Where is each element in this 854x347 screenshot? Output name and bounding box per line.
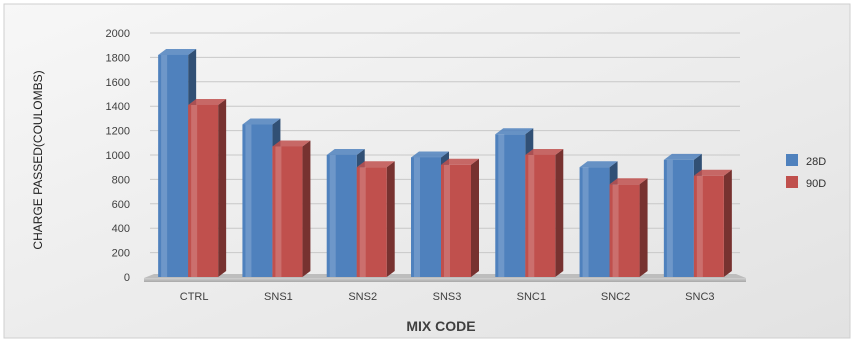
- bar-highlight: [498, 134, 505, 277]
- x-tick-label: SNS1: [264, 291, 293, 303]
- bar-top: [272, 140, 311, 147]
- bar-highlight: [191, 104, 198, 277]
- bar-top: [158, 48, 197, 55]
- y-tick-label: 400: [112, 223, 130, 235]
- bar-front: [326, 155, 357, 277]
- bar-highlight: [528, 155, 535, 277]
- bar-top: [579, 161, 618, 168]
- bar-front: [609, 184, 640, 277]
- bars: [158, 48, 732, 278]
- y-tick-label: 1800: [106, 52, 130, 64]
- bar-side: [471, 158, 479, 277]
- x-axis-ticks: CTRL SNS1 SNS2 SNS3 SNC1 SNC2 SNC3: [180, 291, 715, 303]
- bar-front: [441, 164, 471, 277]
- y-axis-ticks: 0 200 400 600 800 1000 1200 1400 1600 1800 2000: [106, 28, 130, 284]
- bar-front: [495, 134, 526, 277]
- legend-label: 90D: [806, 178, 826, 190]
- bar-top: [411, 151, 449, 158]
- bar-front: [579, 167, 610, 277]
- x-tick-label: SNC1: [517, 291, 546, 303]
- bar-side: [639, 178, 648, 277]
- bar-top: [663, 153, 702, 160]
- x-tick-label: CTRL: [180, 291, 209, 303]
- bar-side: [218, 98, 227, 277]
- bar-highlight: [359, 167, 366, 277]
- bar-top: [495, 128, 534, 135]
- x-tick-label: SNS3: [433, 291, 462, 303]
- bar-side: [386, 161, 395, 277]
- legend-swatch: [786, 154, 798, 166]
- bar-highlight: [245, 124, 252, 277]
- bar-90D-SNS3: [441, 158, 479, 277]
- bar-top: [188, 98, 227, 105]
- y-tick-label: 1000: [106, 150, 130, 162]
- bar-90D-CTRL: [188, 98, 227, 277]
- bar-top: [693, 169, 732, 176]
- bar-90D-SNC1: [525, 149, 564, 277]
- bar-front: [356, 167, 387, 277]
- bar-front: [188, 104, 219, 277]
- bar-90D-SNC3: [693, 169, 732, 277]
- y-tick-label: 1200: [106, 126, 130, 138]
- bar-highlight: [444, 164, 450, 277]
- bar-front: [158, 54, 189, 278]
- bar-highlight: [696, 175, 703, 277]
- y-tick-label: 1600: [106, 77, 130, 89]
- bar-90D-SNC2: [609, 178, 648, 277]
- bar-side: [302, 140, 311, 277]
- y-tick-label: 800: [112, 174, 130, 186]
- y-tick-label: 1400: [106, 101, 130, 113]
- floor-front: [144, 278, 746, 282]
- bar-side: [555, 149, 564, 277]
- y-tick-label: 600: [112, 199, 130, 211]
- bar-front: [525, 155, 556, 277]
- bar-highlight: [666, 159, 673, 277]
- bar-front: [663, 159, 694, 277]
- bar-top: [326, 149, 365, 155]
- y-tick-label: 200: [112, 248, 130, 260]
- bar-highlight: [414, 157, 420, 277]
- legend-swatch: [786, 176, 798, 188]
- bar-top: [441, 158, 479, 165]
- bar-top: [242, 118, 281, 125]
- x-tick-label: SNC2: [601, 291, 630, 303]
- bar-front: [411, 157, 441, 277]
- bar-front: [272, 146, 303, 277]
- bar-front: [242, 124, 273, 277]
- bar-top: [525, 149, 564, 155]
- x-tick-label: SNS2: [348, 291, 377, 303]
- legend: 28D 90D: [786, 154, 826, 190]
- bar-highlight: [582, 167, 589, 277]
- y-tick-label: 0: [124, 272, 130, 284]
- bar-90D-SNS1: [272, 140, 311, 277]
- bar-top: [609, 178, 648, 185]
- bar-90D-SNS2: [356, 161, 395, 277]
- y-tick-label: 2000: [106, 28, 130, 40]
- bar-highlight: [161, 54, 168, 278]
- bar-highlight: [329, 155, 336, 277]
- bar-front: [693, 175, 724, 277]
- legend-label: 28D: [806, 156, 826, 168]
- y-axis-title: CHARGE PASSED(COULOMBS): [31, 70, 45, 249]
- bar-highlight: [612, 184, 619, 277]
- bar-highlight: [275, 146, 282, 277]
- x-axis-title: MIX CODE: [406, 318, 475, 334]
- bar-side: [723, 169, 732, 277]
- bar-top: [356, 161, 395, 168]
- x-tick-label: SNC3: [685, 291, 714, 303]
